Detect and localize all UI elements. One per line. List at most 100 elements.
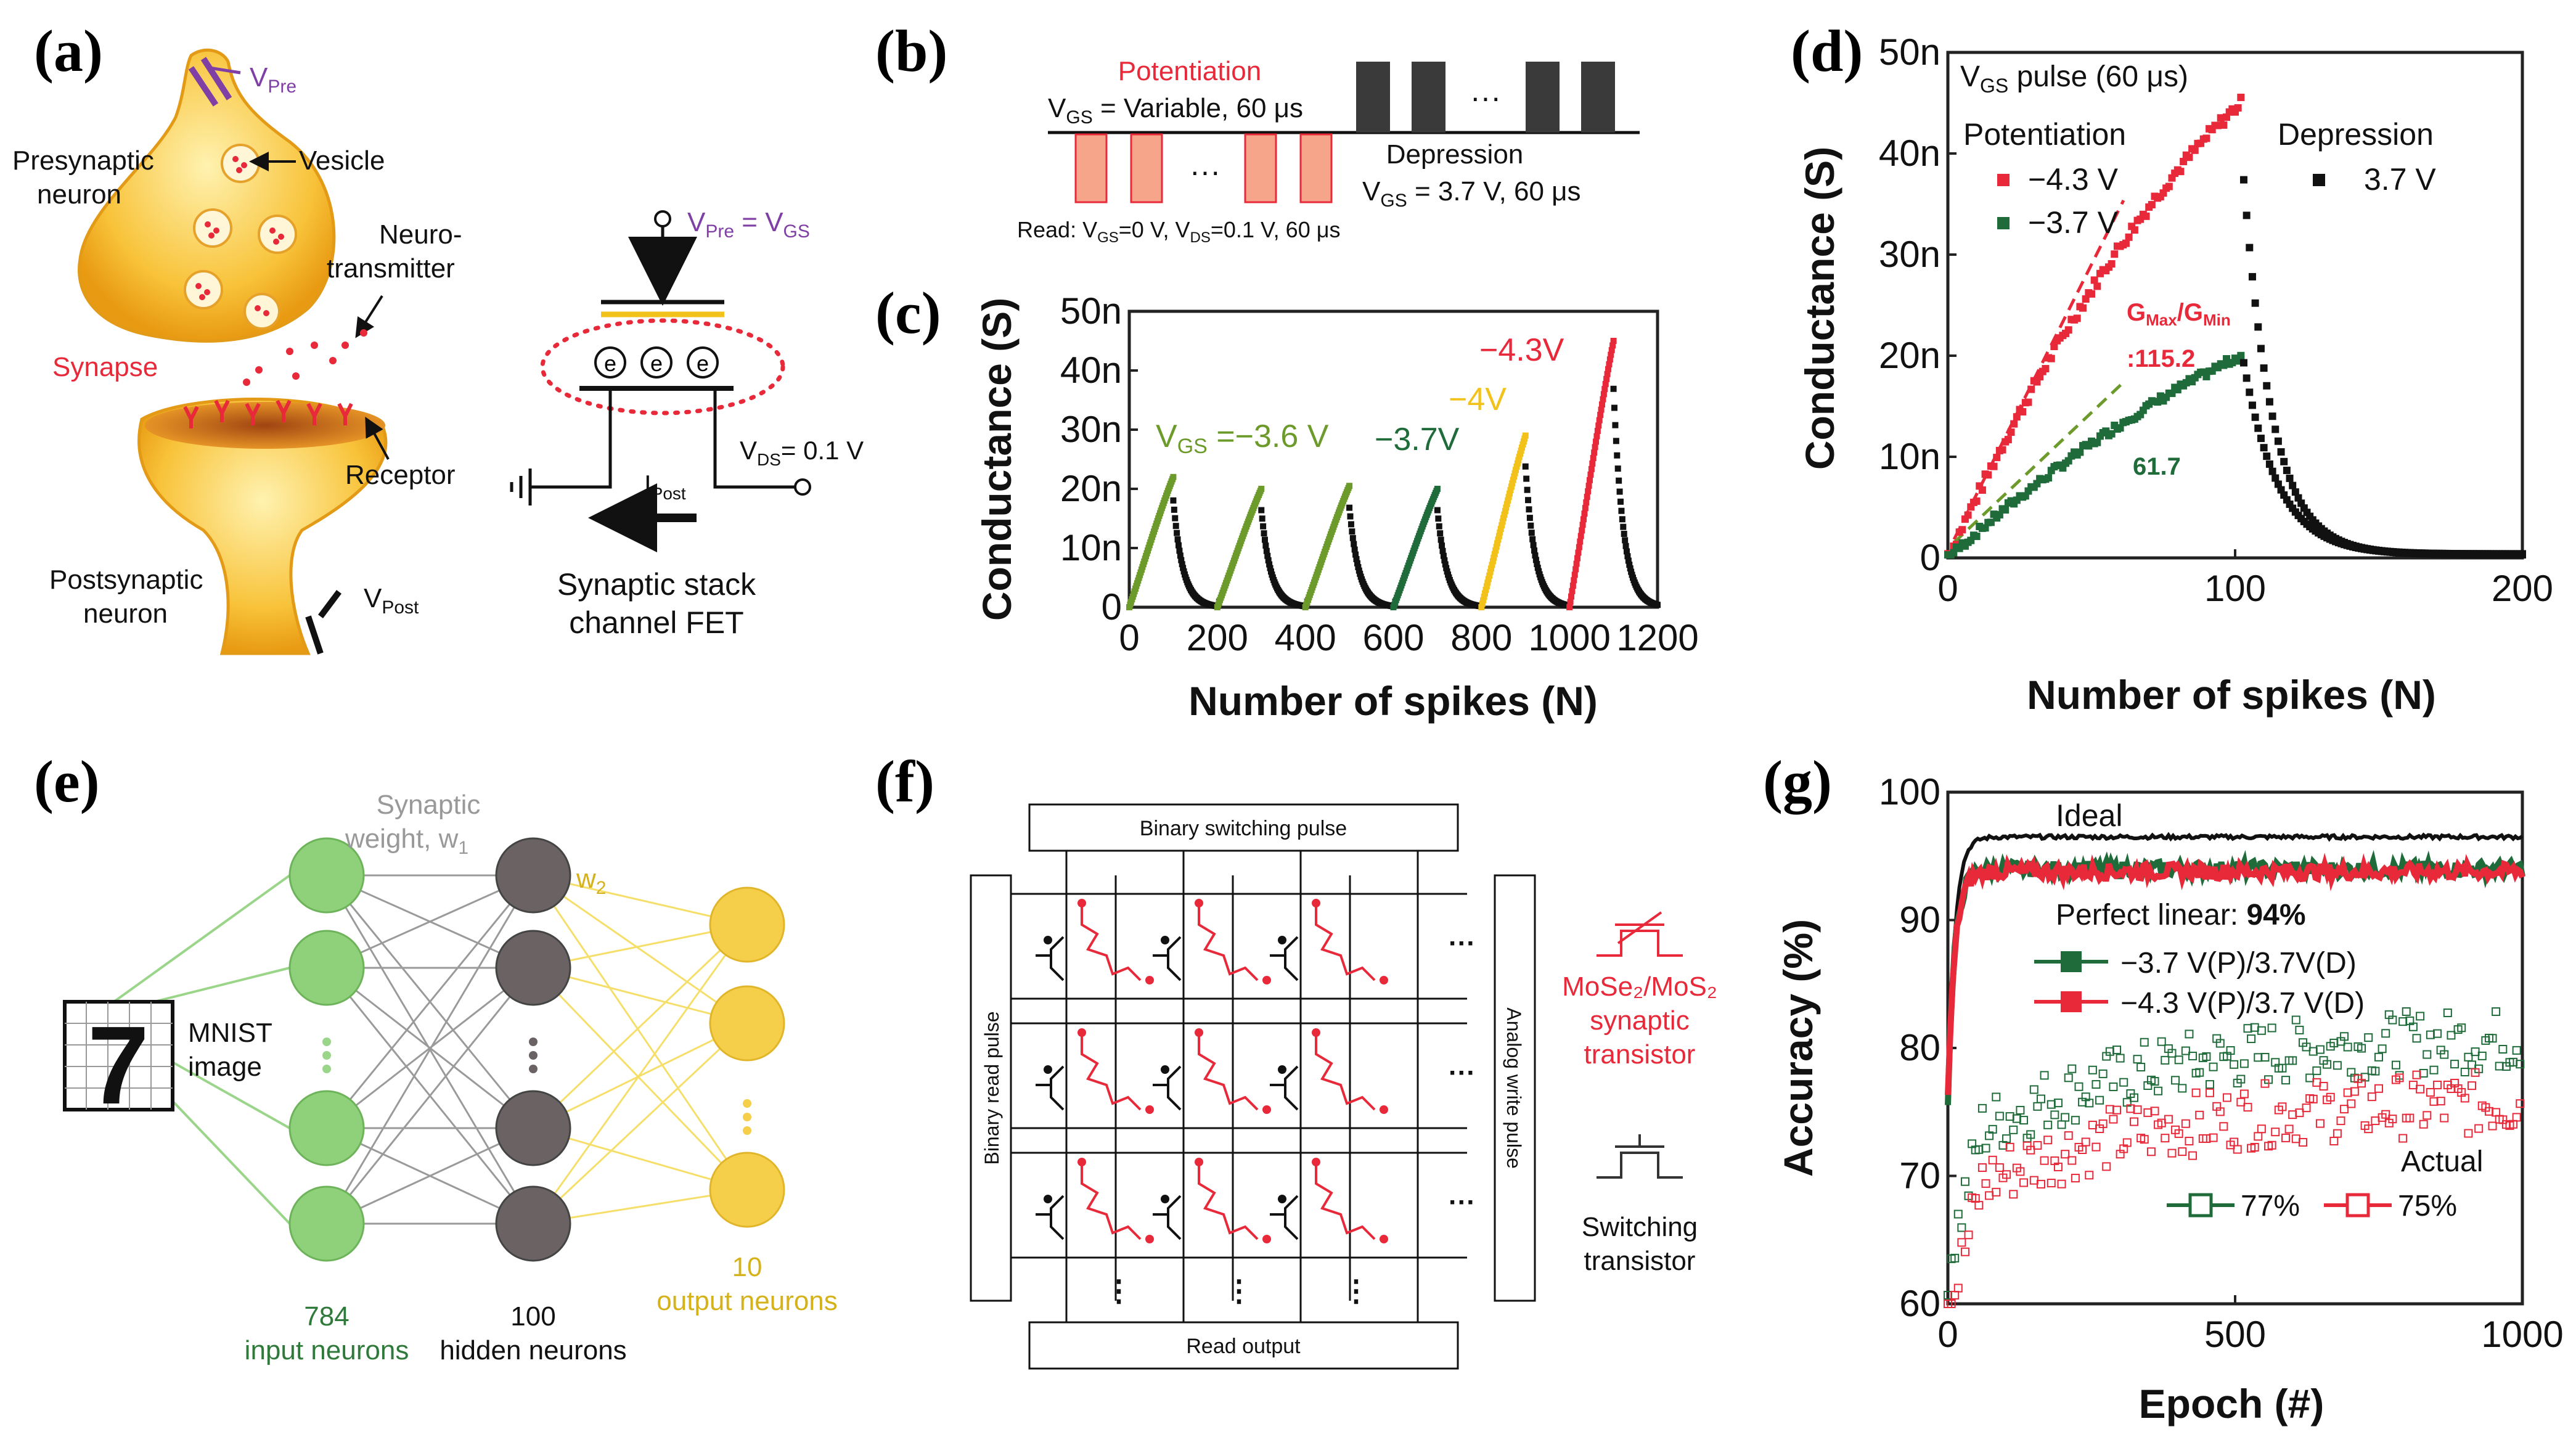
chart-c-dep-point [1532,552,1539,559]
chart-d-red-point [2217,114,2225,122]
chart-g-actual-point [2133,1055,2142,1064]
chart-d-red-point [1958,526,1966,534]
chart-c-dep-point [1625,557,1632,564]
chart-g-actual-point [1957,1223,1966,1232]
chart-c-pot-point [1507,490,1513,497]
chart-c-dep-point [1522,463,1529,470]
chart-g-actual-point [2436,1097,2445,1106]
chart-g-actual-point [2053,1162,2063,1171]
chart-d-red-point [2082,295,2090,303]
chart-d-green-point [2108,430,2116,438]
chart-c-pot-point [1583,499,1590,506]
chart-g-actual-point [2157,1037,2166,1046]
chart-d-xlabel: Number of spikes (N) [2027,672,2436,718]
chart-c-pot-point [1576,544,1582,551]
chart-c-dep-point [1614,452,1621,459]
chart-g-ylabel: Accuracy (%) [1775,919,1821,1177]
chart-c-pot-point [1489,558,1496,565]
chart-c-pot-point [1501,511,1508,518]
synaptic-weight-label: Synaptic weight, w1 [345,790,480,858]
node-dot [1262,1235,1271,1243]
chart-g-actual-point [2340,1032,2349,1041]
pot-ellipsis: ··· [1190,154,1221,189]
chart-g-actual-point [2209,1133,2218,1142]
chart-d-dep-point [2251,299,2259,307]
node-dot [1278,936,1286,944]
chart-d-dep-point [2257,435,2265,443]
chart-g-actual-point [2350,1087,2359,1096]
chart-g-actual-point [2019,1116,2029,1125]
chart-c-dep-point [1439,542,1445,549]
chart-g-actual-point [2429,1065,2439,1074]
node-dot [1044,1195,1052,1203]
chart-d-red-point [2027,385,2035,393]
synaptic-transistor [1198,1036,1259,1111]
chart-g-actual-point [2298,1137,2307,1147]
x-tick-label: 100 [2204,568,2266,609]
chart-g-actual-point [2040,1071,2049,1080]
chart-d-ratio-label: GMax/GMin [2127,299,2231,329]
chart-c-pot-point [1587,471,1594,478]
y-tick-label: 0 [1920,537,1940,578]
chart-c-pot-point [1503,501,1510,507]
chart-g-actual-point [2222,1093,2231,1102]
chart-c-dep-point [1611,404,1618,411]
chart-g-actual-point [2295,1108,2304,1118]
w2-edge [532,1022,748,1225]
chart-g-actual-point [2091,1080,2101,1089]
switching-transistor [1270,1195,1299,1240]
chart-c-dep-point [1266,561,1273,568]
chart-d-dep-point [2251,413,2259,421]
chart-d-red-point [1998,446,2006,454]
chart-c-pot-point [1258,486,1265,492]
chart-d-red-point [1984,471,1992,479]
chart-g-actual-point [2512,1046,2521,1055]
y-tick-label: 60 [1899,1283,1940,1324]
chart-d-red-point [2237,93,2245,101]
col-ellipsis: ⋮ [1341,1275,1371,1308]
chart-d-red-point [1973,497,1981,505]
chart-g-actual-point [2181,1046,2190,1055]
chart-g-actual-point [2236,1097,2246,1107]
fet-caption: Synaptic stack channel FET [557,567,756,640]
chart-g-actual-point [2188,1151,2198,1160]
chart-d-red-point [2019,407,2027,415]
chart-g-actual-point [2026,1130,2035,1139]
chart-d-dep-point [2265,398,2273,406]
chart-g-actual-point [2433,1029,2442,1038]
chart-d-red-point [2093,282,2101,290]
chart-c-dep-point [1621,531,1627,538]
chart-g-actual-point [2071,1174,2080,1183]
chart-g-actual-point [2050,1110,2059,1119]
chart-g-actual-point [2295,1025,2304,1034]
node-dot [1161,1065,1169,1074]
node-dot [1312,1158,1320,1166]
chart-c-pot-point [1606,356,1613,363]
chart-d-green-point [2045,474,2053,482]
chart-g-actual-point [2323,1060,2332,1069]
y-tick-label: 50n [1060,290,1122,332]
y-tick-label: 0 [1102,586,1122,628]
chart-g-actual-point [1950,1253,1960,1263]
w2-edge [532,923,748,1129]
chart-c-dep-point [1627,565,1634,572]
chart-c-pot-point [1589,460,1596,467]
chart-g-actual-point [2226,1046,2235,1055]
chart-c-dep-point [1346,504,1353,511]
row-ellipsis: ··· [1449,1058,1476,1088]
chart-g-actual-point [2374,1084,2383,1093]
chart-g-actual-point [2288,1056,2297,1065]
chart-d-dep-point [2243,211,2251,219]
chart-g-actual-point [2091,1142,2101,1152]
node-dot [1161,1195,1169,1203]
node-dot [1077,1158,1086,1166]
legend-g-a75-marker [2345,1193,2370,1218]
chart-d-ratio-green: 61.7 [2133,453,2181,480]
chart-c-pot-point [1509,480,1516,486]
chart-c-pot-point [1594,427,1601,434]
legend-g-p43-marker [2061,991,2082,1012]
chart-c-pot-point [1485,576,1492,583]
chart-g-actual-point [2230,1060,2239,1069]
chart-c-pot-point [1606,361,1613,367]
node-dot [1145,976,1154,984]
